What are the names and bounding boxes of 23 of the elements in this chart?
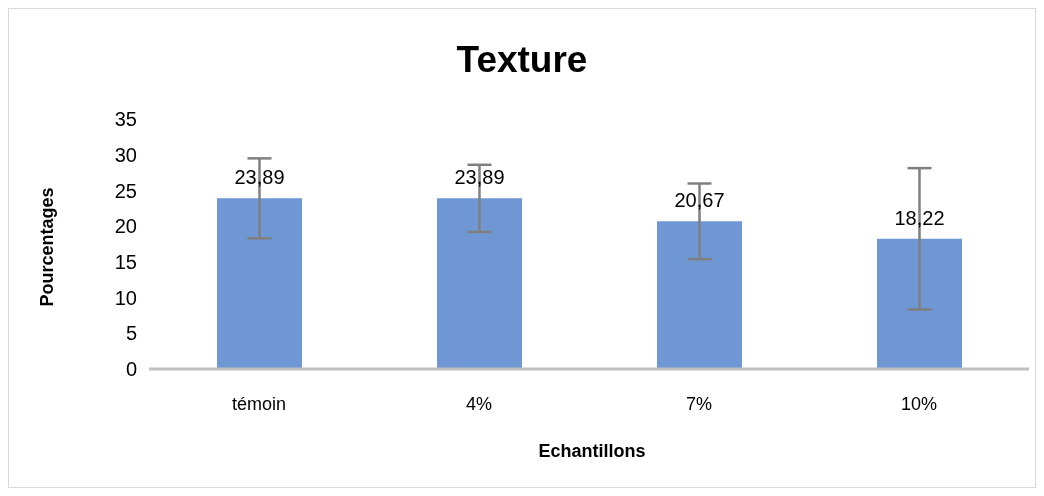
y-tick-label: 15 (114, 250, 137, 273)
y-tick-label: 20 (114, 215, 137, 238)
bar (657, 221, 742, 369)
data-label: 23,89 (234, 166, 285, 189)
bar (437, 198, 522, 369)
y-tick-label: 0 (125, 358, 137, 381)
x-tick-label: témoin (231, 393, 287, 414)
y-tick-label: 5 (125, 322, 137, 345)
y-tick-label: 35 (114, 108, 137, 131)
y-tick-label: 10 (114, 286, 137, 309)
y-tick-label: 30 (114, 143, 137, 166)
data-label: 20,67 (674, 189, 725, 212)
y-axis-title: Pourcentages (36, 187, 58, 307)
x-tick-label: 4% (465, 393, 493, 414)
data-label: 18,22 (894, 206, 945, 229)
x-tick-label: 10% (900, 393, 938, 414)
chart-title: Texture (455, 39, 589, 81)
data-label: 23,89 (454, 166, 505, 189)
y-tick-label: 25 (114, 179, 137, 202)
x-axis-title: Echantillons (537, 441, 647, 462)
bar (877, 238, 962, 369)
x-tick-label: 7% (685, 393, 713, 414)
bar (217, 198, 302, 369)
